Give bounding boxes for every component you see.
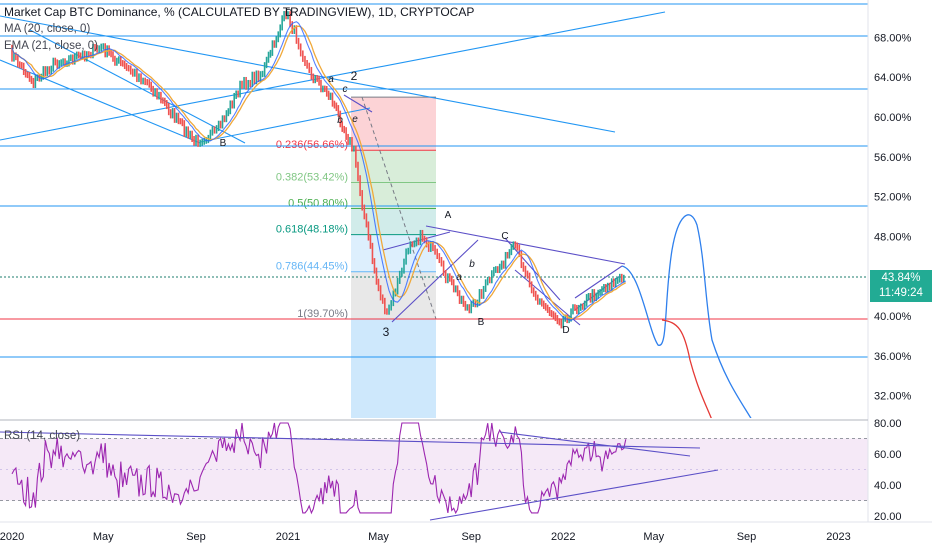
- y-tick-label: 56.00%: [874, 152, 912, 164]
- x-tick-label: Sep: [461, 531, 481, 543]
- fib-level-label: 0.786(44.45%): [276, 261, 348, 273]
- y-tick-label: 68.00%: [874, 32, 912, 44]
- x-tick-label: 2022: [551, 531, 575, 543]
- x-tick-label: May: [368, 531, 389, 543]
- fib-trend-dashed: [361, 96, 437, 320]
- x-tick-label: 2020: [0, 531, 24, 543]
- x-tick-label: 2021: [276, 531, 300, 543]
- fib-level-label: 0.5(50.80%): [288, 198, 348, 210]
- channel-line[interactable]: [391, 239, 479, 323]
- trend-line[interactable]: [0, 59, 201, 144]
- rsi-trend-line[interactable]: [499, 431, 691, 457]
- trend-line[interactable]: [0, 15, 616, 133]
- x-tick-label: 2023: [826, 531, 850, 543]
- rsi-trend-line[interactable]: [429, 469, 719, 521]
- last-price-tag: 43.84% 11:49:24: [870, 270, 932, 302]
- projection-red-path[interactable]: [661, 319, 712, 420]
- rsi-y-tick-label: 20.00: [874, 511, 902, 523]
- rsi-trend-line[interactable]: [0, 431, 701, 449]
- chart-legend: Market Cap BTC Dominance, % (CALCULATED …: [4, 4, 474, 55]
- wave-label[interactable]: c: [343, 84, 348, 95]
- channel-line[interactable]: [574, 265, 623, 299]
- wave-label[interactable]: B: [478, 317, 485, 328]
- wave-label[interactable]: e: [352, 114, 358, 125]
- y-tick-label: 60.00%: [874, 112, 912, 124]
- trend-line[interactable]: [0, 11, 666, 141]
- trend-line[interactable]: [199, 107, 371, 143]
- fib-level-label: 0.236(56.66%): [276, 139, 348, 151]
- x-tick-label: Sep: [737, 531, 757, 543]
- ma-indicator-label[interactable]: MA (20, close, 0): [4, 23, 91, 35]
- wave-label[interactable]: A: [445, 210, 452, 221]
- fib-zone-blue: [351, 318, 436, 418]
- y-tick-label: 40.00%: [874, 311, 912, 323]
- wave-label[interactable]: b: [337, 115, 343, 126]
- price-candles[interactable]: [11, 10, 625, 329]
- projection-blue-path[interactable]: [621, 214, 752, 420]
- last-price-value: 43.84%: [881, 272, 921, 284]
- ema-line[interactable]: [11, 21, 627, 321]
- channel-line[interactable]: [425, 225, 626, 265]
- rsi-line[interactable]: [11, 422, 627, 515]
- rsi-indicator-label[interactable]: RSI (14, close): [4, 430, 81, 442]
- chart-title: Market Cap BTC Dominance, % (CALCULATED …: [4, 5, 475, 19]
- wave-label[interactable]: C: [501, 231, 508, 242]
- wave-label[interactable]: a: [456, 272, 462, 283]
- x-tick-label: May: [93, 531, 114, 543]
- x-tick-label: May: [643, 531, 664, 543]
- wave-label[interactable]: a: [328, 74, 334, 85]
- y-tick-label: 32.00%: [874, 391, 912, 403]
- trend-line[interactable]: [29, 29, 246, 144]
- rsi-y-tick-label: 80.00: [874, 418, 902, 430]
- wave-label[interactable]: D: [562, 325, 569, 336]
- fib-level-label: 0.382(53.42%): [276, 171, 348, 183]
- x-tick-label: Sep: [186, 531, 206, 543]
- rsi-y-tick-label: 40.00: [874, 480, 902, 492]
- wave-label[interactable]: 3: [383, 325, 390, 339]
- y-tick-label: 64.00%: [874, 72, 912, 84]
- wave-label[interactable]: D: [285, 8, 292, 19]
- y-tick-label: 36.00%: [874, 351, 912, 363]
- ema-indicator-label[interactable]: EMA (21, close, 0): [4, 40, 98, 52]
- fib-level-label: 1(39.70%): [297, 308, 348, 320]
- wave-label[interactable]: 2: [351, 69, 358, 83]
- bar-countdown: 11:49:24: [879, 287, 923, 299]
- y-tick-label: 52.00%: [874, 192, 912, 204]
- channel-line[interactable]: [343, 94, 373, 113]
- wave-label[interactable]: B: [220, 138, 227, 149]
- fib-zone-green: [351, 150, 436, 209]
- wave-label[interactable]: b: [469, 259, 475, 270]
- channel-line[interactable]: [504, 237, 561, 301]
- fib-zone-red: [351, 97, 436, 151]
- y-tick-label: 48.00%: [874, 231, 912, 243]
- rsi-y-tick-label: 60.00: [874, 449, 902, 461]
- fib-level-label: 0.618(48.18%): [276, 224, 348, 236]
